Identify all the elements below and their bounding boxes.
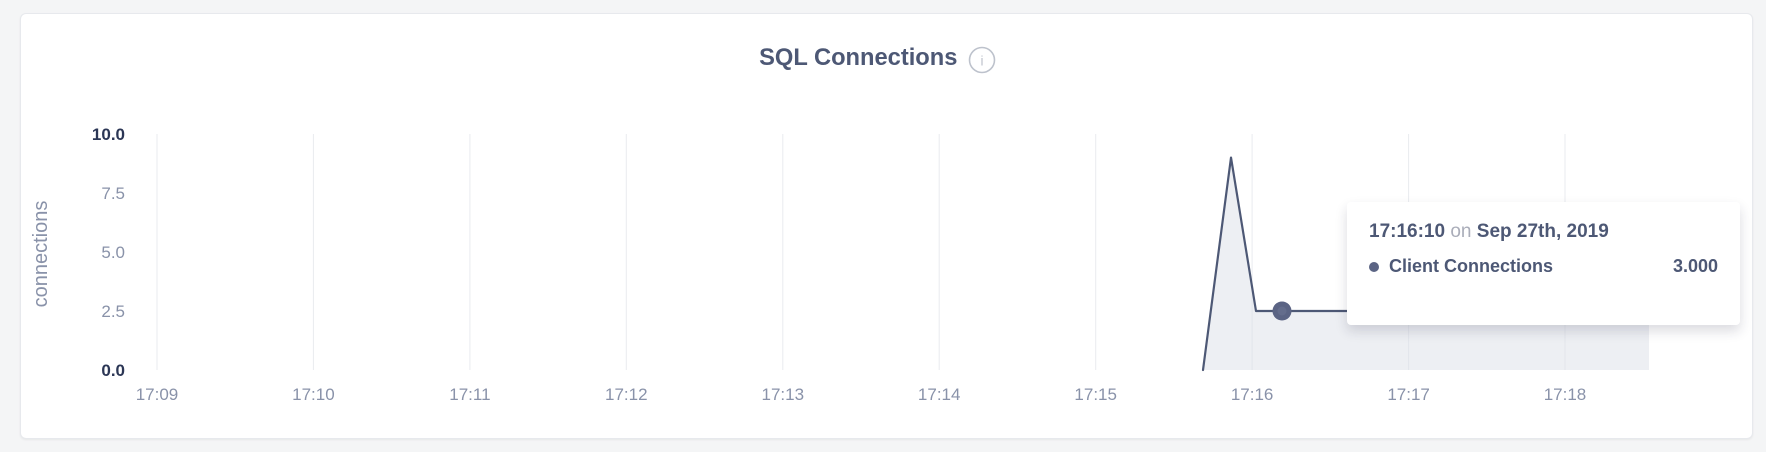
svg-text:7.5: 7.5 <box>101 184 125 203</box>
svg-text:17:13: 17:13 <box>762 385 805 404</box>
svg-text:17:11: 17:11 <box>449 385 490 404</box>
svg-text:17:15: 17:15 <box>1074 385 1117 404</box>
svg-text:17:17: 17:17 <box>1387 385 1430 404</box>
svg-text:17:14: 17:14 <box>918 385 961 404</box>
svg-text:10.0: 10.0 <box>92 125 125 144</box>
svg-text:2.5: 2.5 <box>101 302 125 321</box>
svg-text:5.0: 5.0 <box>101 243 125 262</box>
svg-text:17:18: 17:18 <box>1544 385 1587 404</box>
svg-text:17:16: 17:16 <box>1231 385 1274 404</box>
svg-text:17:09: 17:09 <box>136 385 179 404</box>
svg-text:17:12: 17:12 <box>605 385 648 404</box>
svg-text:connections: connections <box>30 201 52 308</box>
svg-text:i: i <box>980 54 983 69</box>
svg-text:17:10: 17:10 <box>292 385 335 404</box>
svg-text:0.0: 0.0 <box>101 361 125 380</box>
